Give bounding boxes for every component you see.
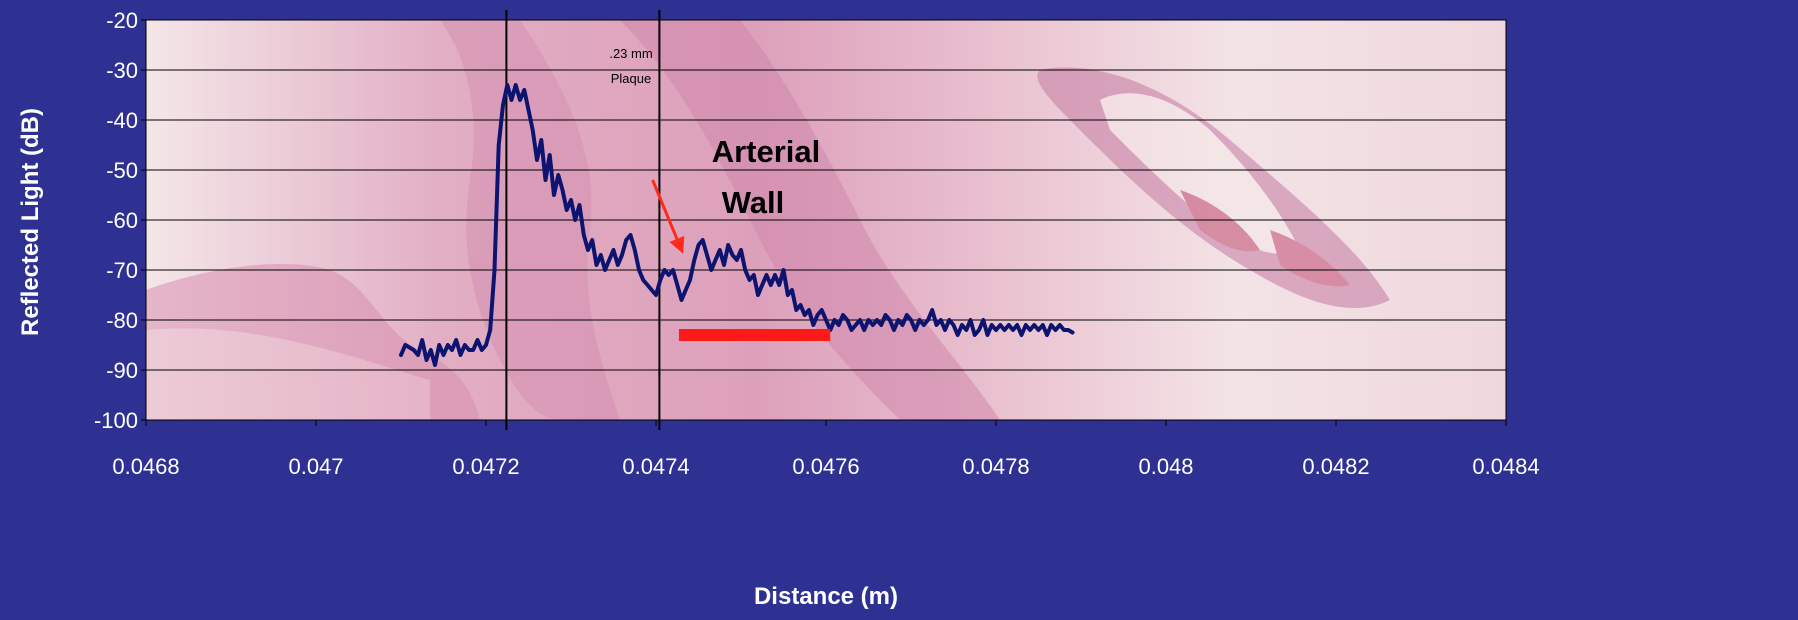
y-tick-label: -90 — [106, 358, 138, 383]
y-tick-label: -70 — [106, 258, 138, 283]
annotation-arterial: Arterial — [712, 134, 821, 169]
x-tick-label: 0.0472 — [452, 454, 519, 479]
arrow-head — [669, 235, 685, 254]
y-tick-label: -50 — [106, 158, 138, 183]
x-axis-ticks: 0.0468 0.047 0.0472 0.0474 0.0476 0.0478 0.048… — [112, 420, 1540, 479]
x-tick-label: 0.0478 — [962, 454, 1029, 479]
annotations: .23 mm Plaque Arterial Wall — [609, 46, 831, 341]
y-tick-label: -80 — [106, 308, 138, 333]
annotation-wall: Wall — [722, 185, 785, 220]
x-tick-label: 0.047 — [288, 454, 343, 479]
arrow-shaft — [651, 179, 683, 251]
x-tick-label: 0.0476 — [792, 454, 859, 479]
x-tick-label: 0.048 — [1138, 454, 1193, 479]
x-axis-title: Distance (m) — [754, 583, 898, 610]
x-tick-label: 0.0474 — [622, 454, 689, 479]
measurement-label: Plaque — [611, 71, 651, 86]
measurement-bar — [678, 329, 831, 341]
y-axis-ticks: -20 -30 -40 -50 -60 -70 -80 -90 -100 — [94, 8, 146, 433]
x-tick-label: 0.0484 — [1472, 454, 1539, 479]
y-tick-label: -60 — [106, 208, 138, 233]
series-group — [399, 83, 1075, 367]
y-axis-title: Reflected Light (dB) — [17, 108, 44, 336]
y-tick-label: -40 — [106, 108, 138, 133]
vertical-reference-lines — [505, 10, 661, 430]
y-tick-label: -30 — [106, 58, 138, 83]
x-tick-label: 0.0482 — [1302, 454, 1369, 479]
y-tick-label: -20 — [106, 8, 138, 33]
measurement-value: .23 mm — [609, 46, 652, 61]
y-tick-label: -100 — [94, 408, 138, 433]
series-line — [399, 83, 1075, 367]
x-tick-label: 0.0468 — [112, 454, 179, 479]
